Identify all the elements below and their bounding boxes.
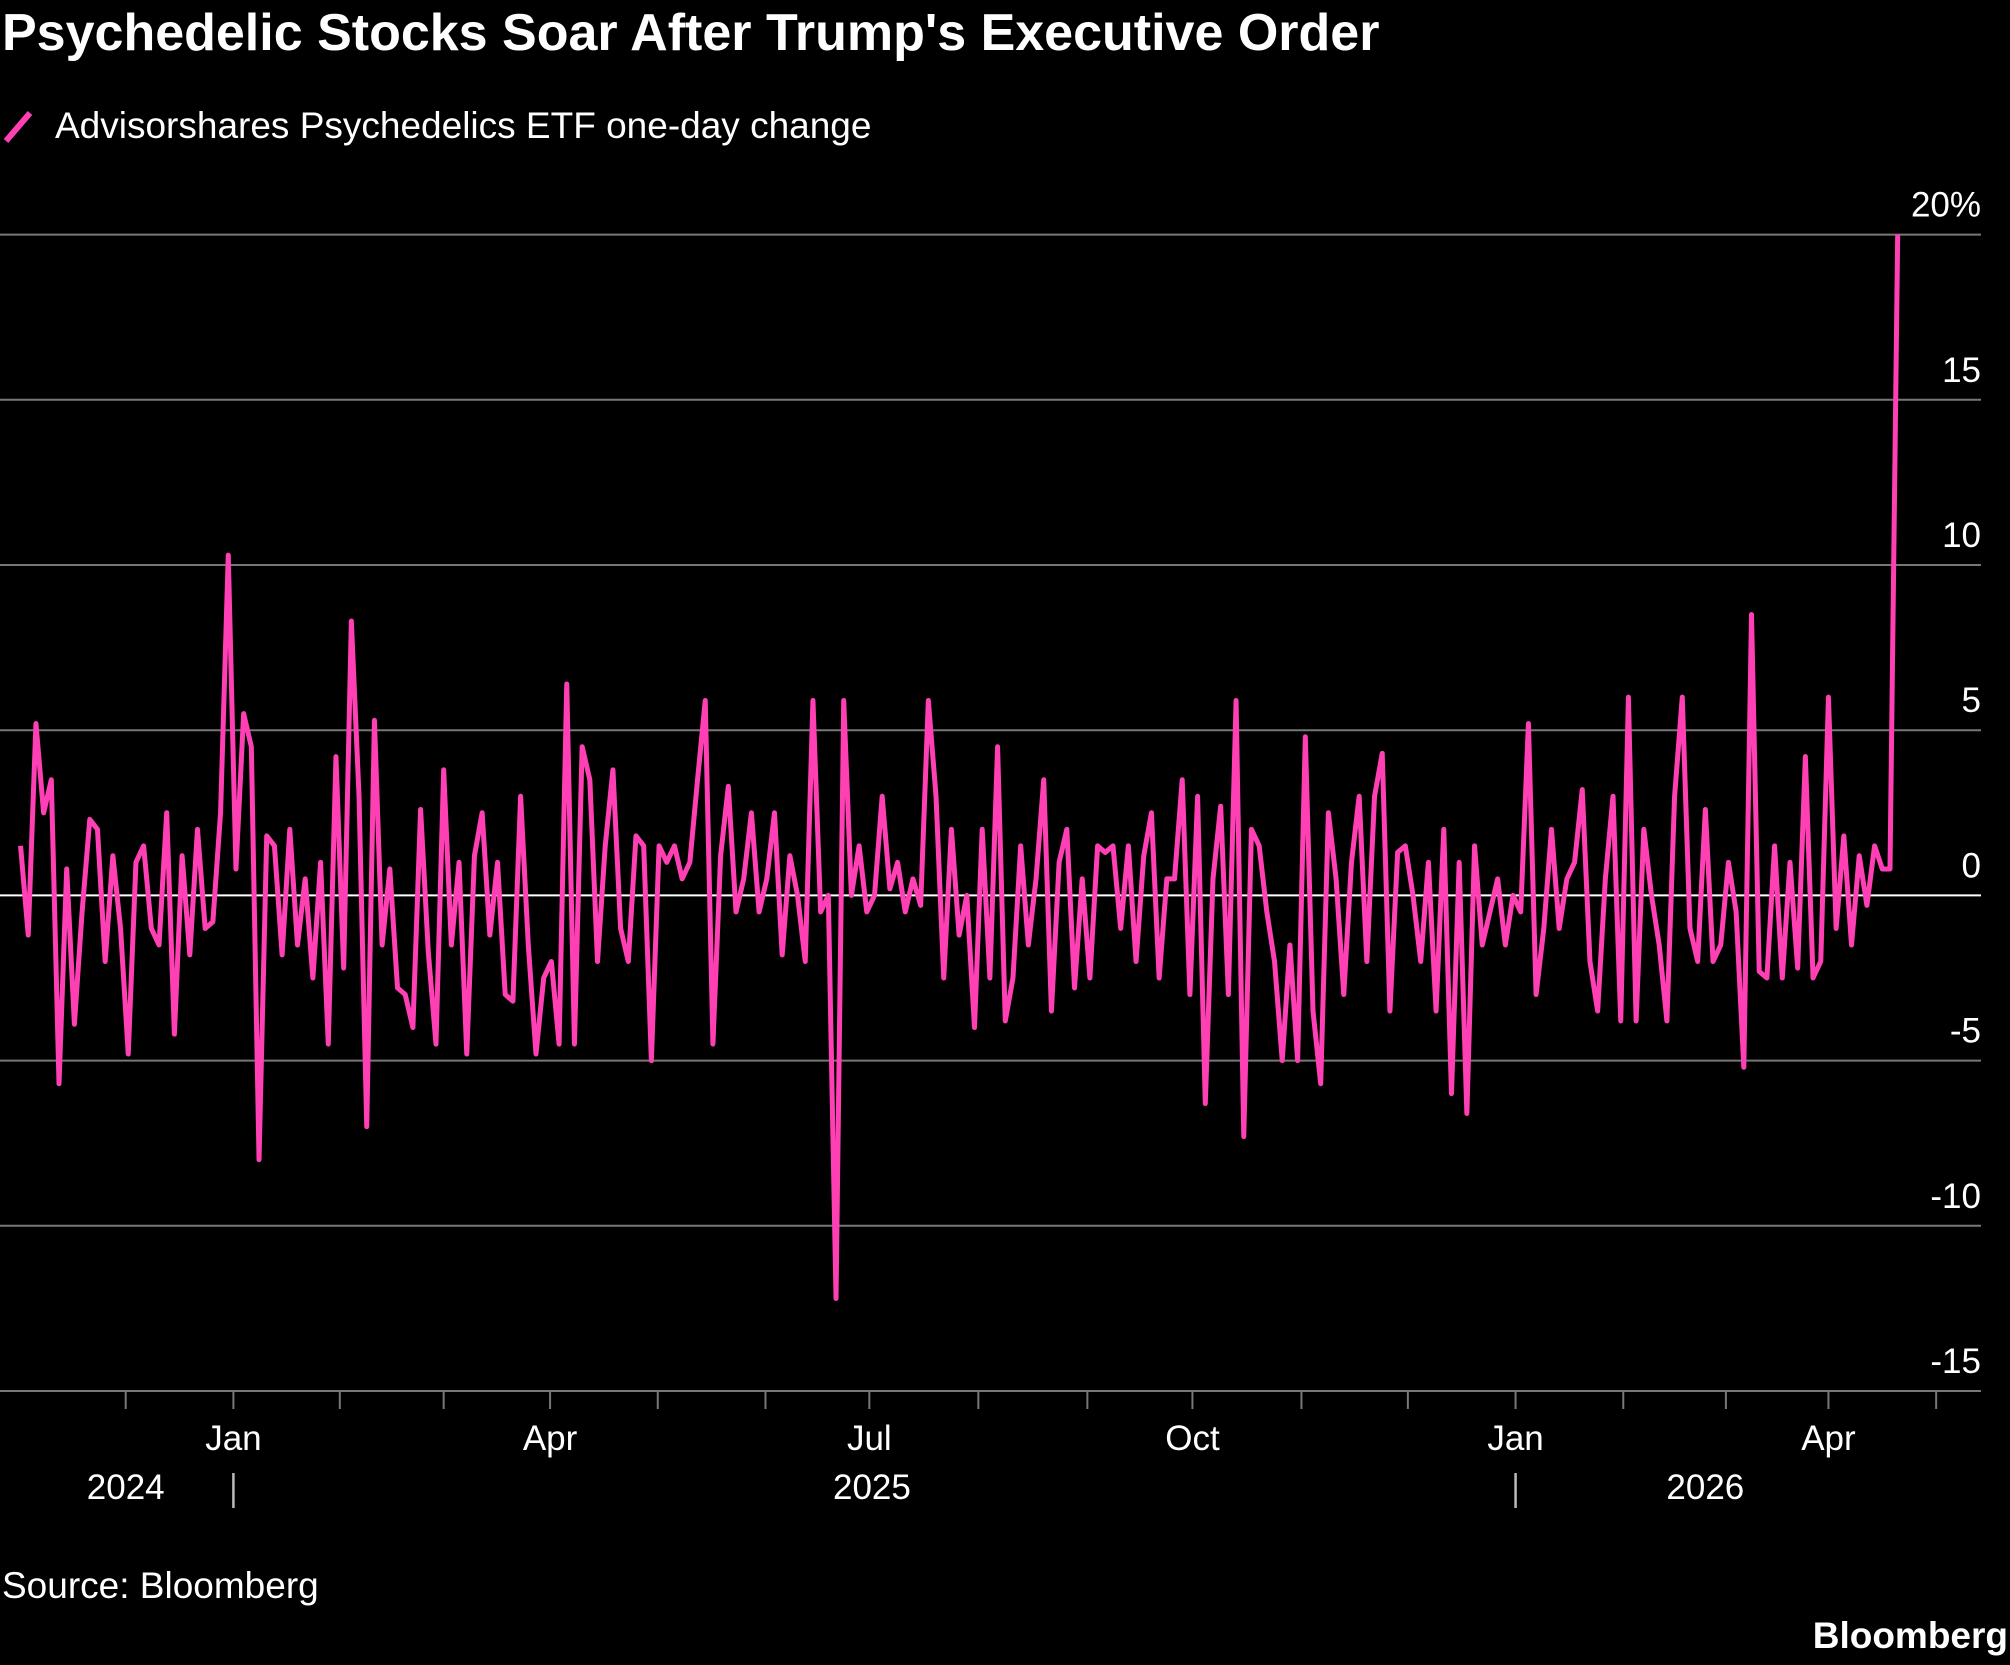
legend-label: Advisorshares Psychedelics ETF one-day c… [55,105,871,146]
y-tick-label: 15 [1942,351,1981,390]
chart-title: Psychedelic Stocks Soar After Trump's Ex… [2,4,1379,62]
year-label: 2026 [1666,1468,1744,1507]
brand: Bloomberg [1813,1615,2008,1656]
x-tick-label: Apr [1801,1419,1856,1458]
series-line [18,234,1901,1301]
year-label: 2024 [87,1468,165,1507]
y-tick-label: -15 [1930,1342,1981,1381]
legend-swatch [3,111,33,143]
x-tick-label: Apr [523,1419,578,1458]
y-tick-label: 5 [1962,681,1981,720]
x-tick-label: Jul [847,1419,892,1458]
x-tick-label: Oct [1165,1419,1220,1458]
source: Source: Bloomberg [2,1565,319,1606]
year-label: 2025 [833,1468,911,1507]
x-tick-label: Jan [1487,1419,1543,1458]
y-tick-label: 20% [1911,186,1981,225]
y-tick-label: -5 [1950,1012,1981,1051]
y-tick-label: 0 [1962,846,1981,885]
y-tick-label: -10 [1930,1177,1981,1216]
y-tick-label: 10 [1942,516,1981,555]
x-tick-label: Jan [205,1419,261,1458]
